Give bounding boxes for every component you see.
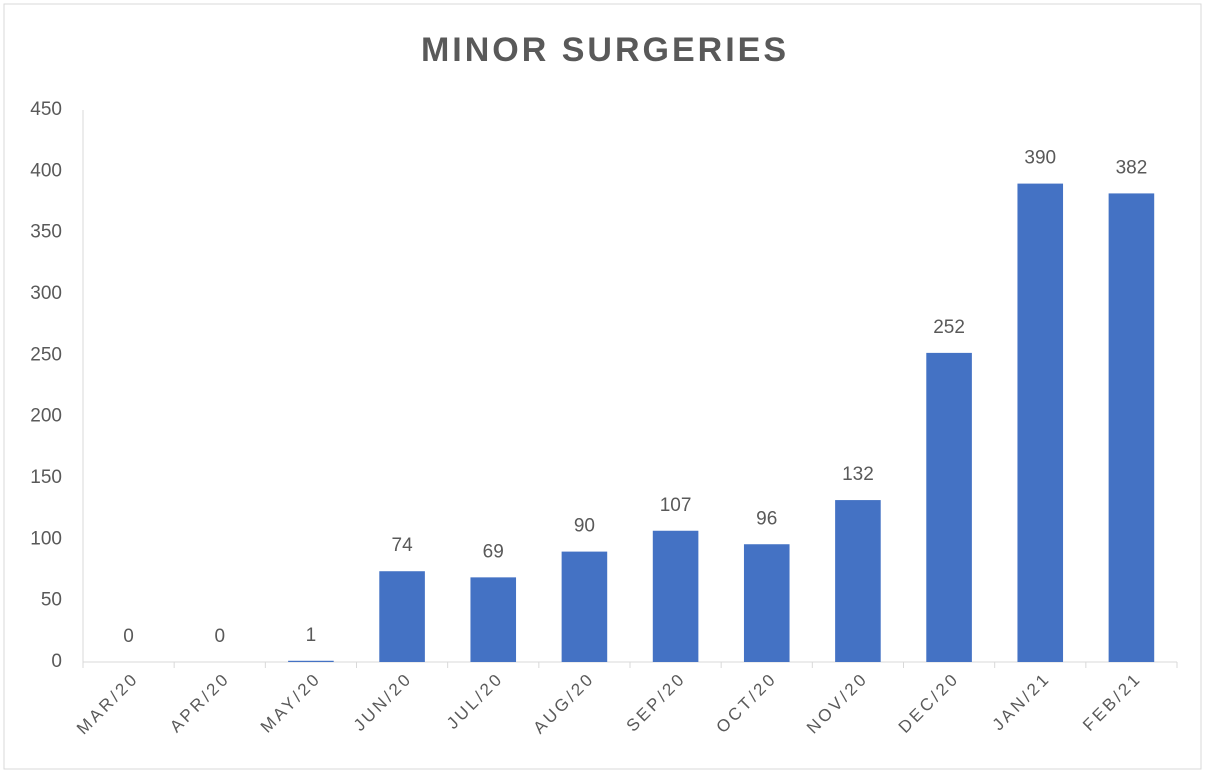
bar: [1108, 193, 1155, 662]
bar: [652, 530, 699, 662]
bar: [835, 500, 881, 662]
bar: [288, 660, 334, 662]
y-tick-label: 50: [41, 590, 62, 611]
y-tick-label: 0: [51, 651, 62, 672]
data-label: 390: [1024, 148, 1056, 169]
y-tick-label: 350: [30, 222, 62, 243]
bar: [561, 551, 608, 662]
data-label: 96: [756, 508, 777, 529]
data-label: 252: [933, 317, 965, 338]
y-tick-label: 450: [30, 99, 62, 120]
data-label: 382: [1116, 157, 1148, 178]
data-label: 0: [123, 626, 134, 647]
y-tick-label: 400: [30, 160, 62, 181]
data-label: 1: [306, 625, 317, 646]
data-label: 90: [574, 516, 595, 537]
bar: [470, 577, 517, 662]
data-label: 132: [842, 464, 874, 485]
bar: [926, 352, 972, 662]
bar: [1017, 183, 1064, 662]
y-tick-label: 150: [30, 467, 62, 488]
y-tick-label: 250: [30, 344, 62, 365]
bar: [379, 571, 425, 662]
data-label: 69: [483, 541, 504, 562]
chart-title: MINOR SURGERIES: [421, 31, 789, 69]
y-tick-label: 300: [30, 283, 62, 304]
data-label: 74: [392, 535, 414, 556]
bar: [743, 544, 790, 662]
data-label: 107: [660, 495, 692, 516]
data-label: 0: [214, 626, 225, 647]
y-tick-label: 200: [30, 406, 62, 427]
y-tick-label: 100: [30, 528, 62, 549]
